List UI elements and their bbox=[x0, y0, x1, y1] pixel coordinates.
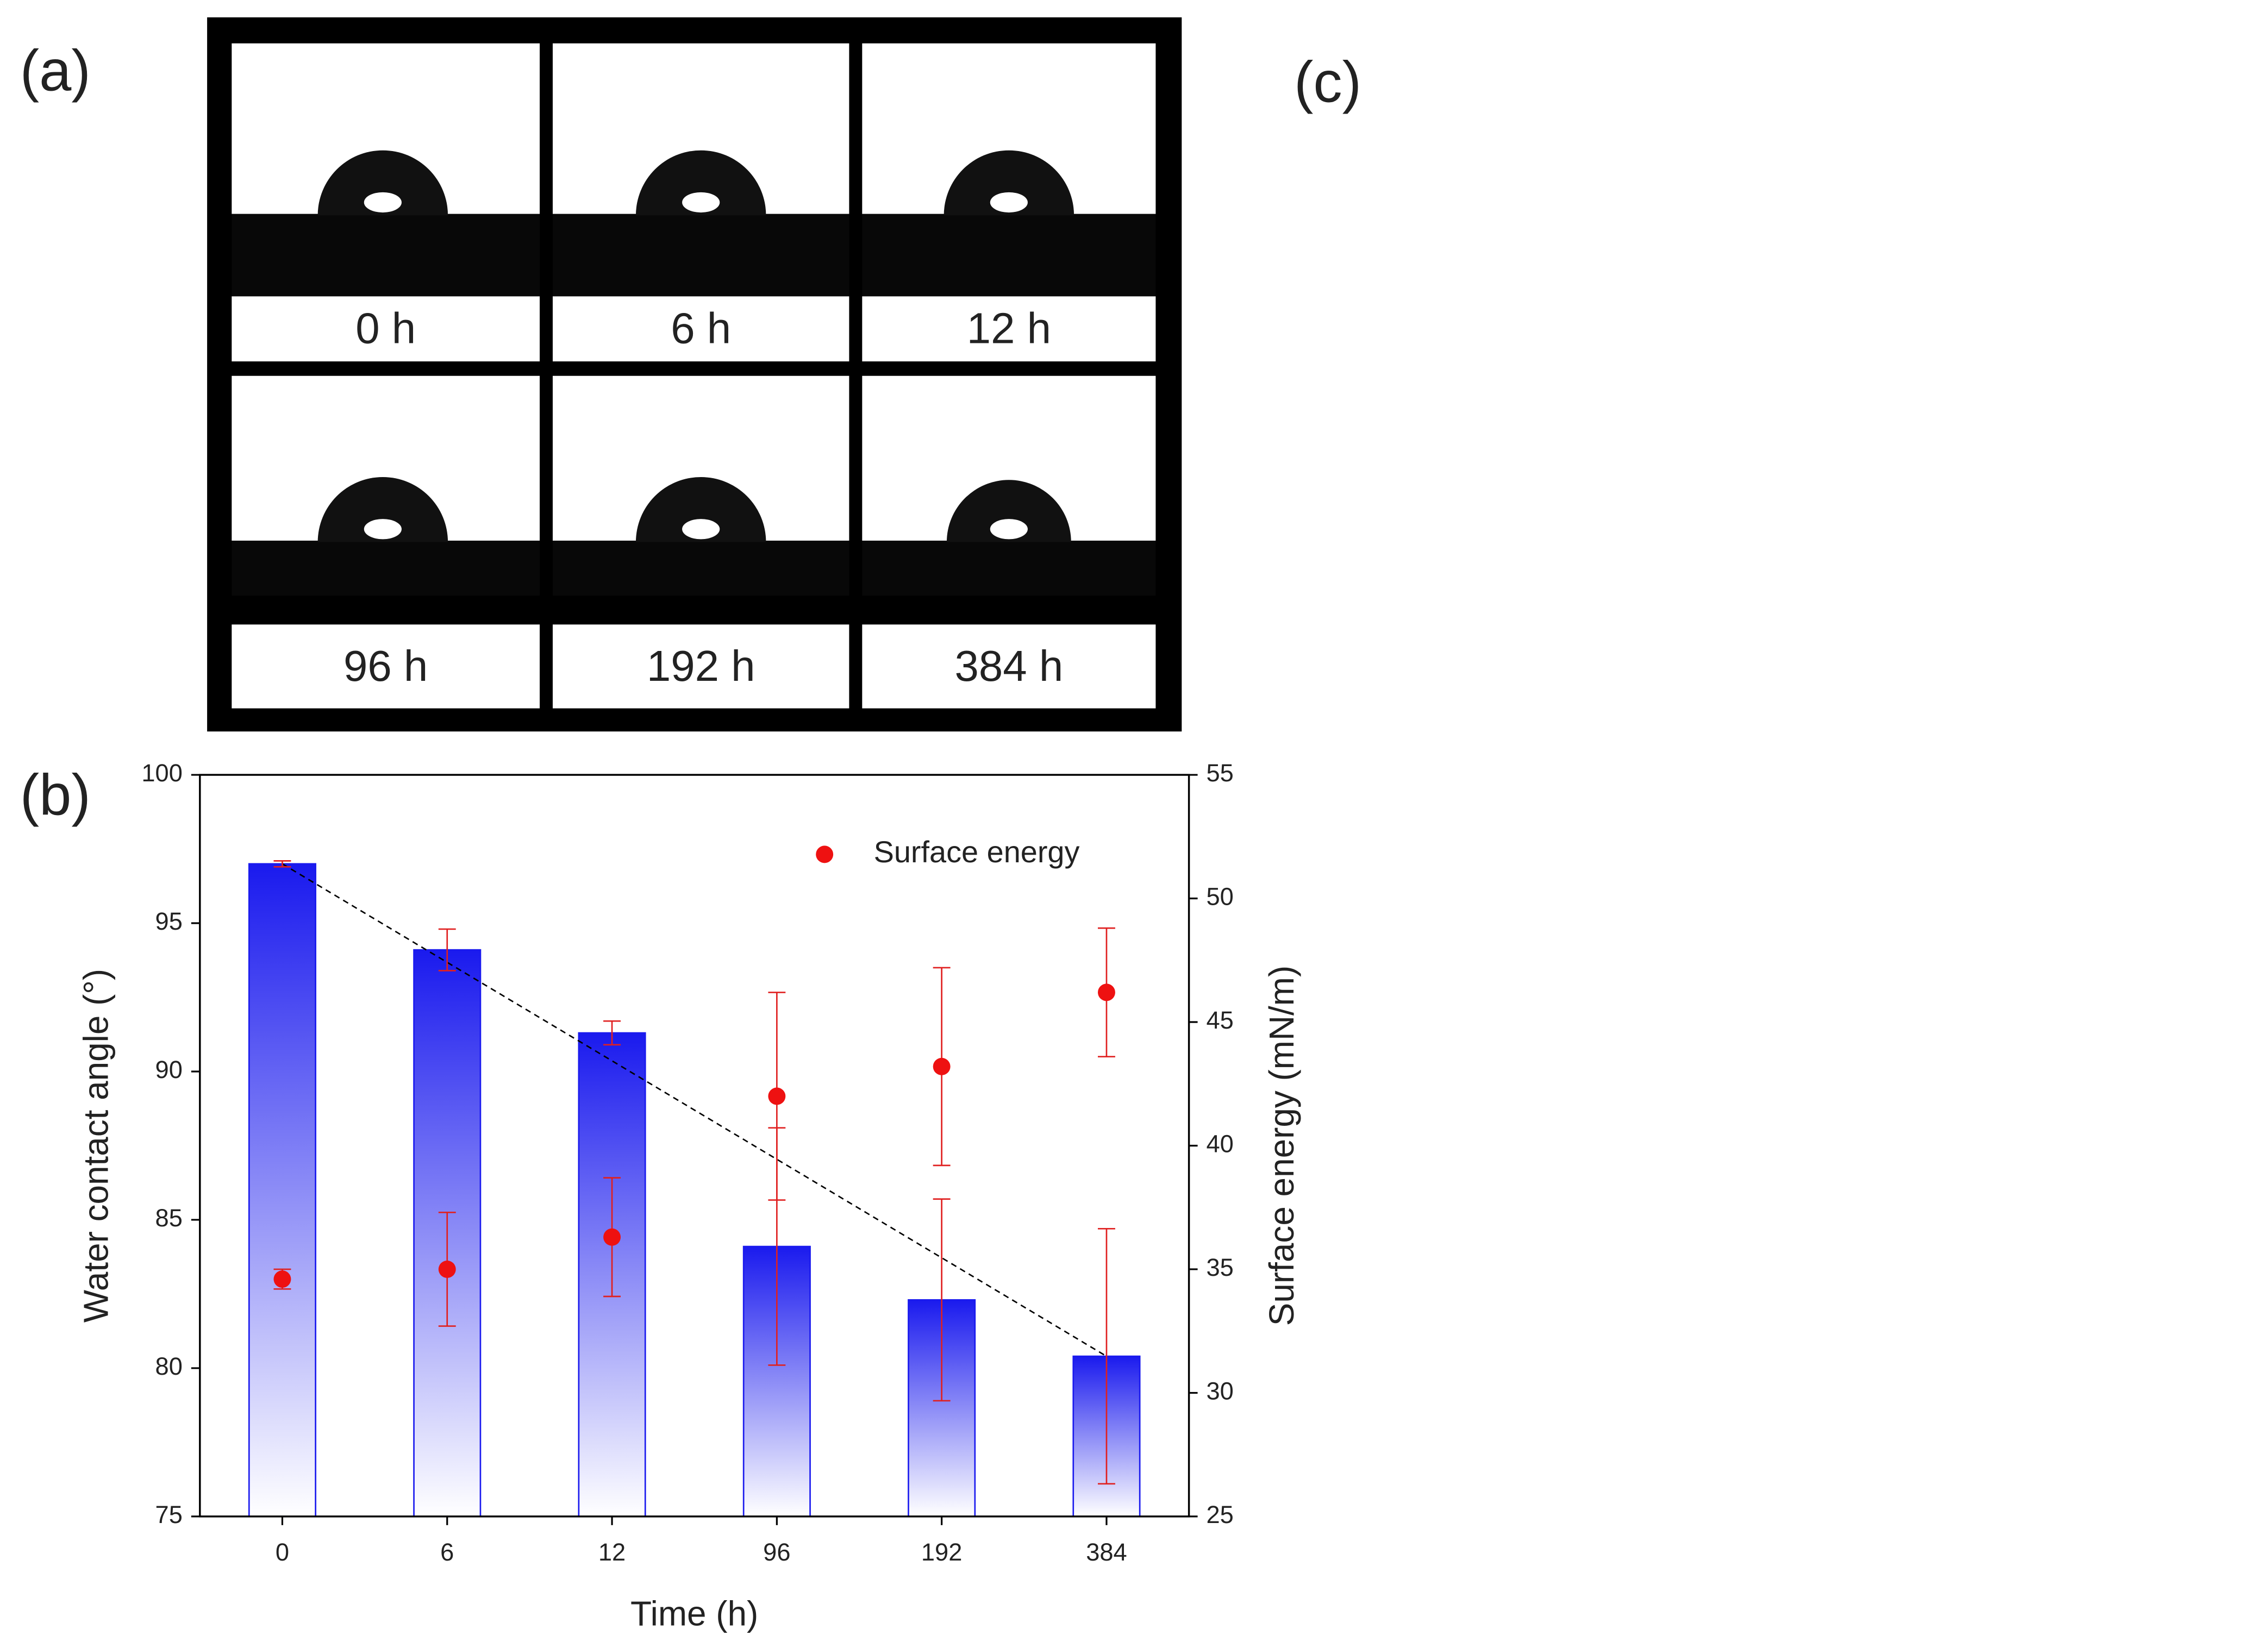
x-tick-label: 0 bbox=[276, 1538, 289, 1566]
caption-box bbox=[232, 296, 540, 362]
photo-caption: 6 h bbox=[671, 304, 731, 353]
substrate bbox=[552, 214, 849, 297]
point bbox=[1097, 983, 1115, 1001]
substrate bbox=[232, 214, 540, 297]
droplet-photos: 0 h 6 h 12 h 96 h 192 h 384 h bbox=[232, 43, 1156, 709]
x-tick-label: 192 bbox=[921, 1538, 962, 1566]
droplet bbox=[946, 480, 1071, 542]
y-axis-title: Water contact angle (°) bbox=[76, 969, 115, 1323]
y2-tick-label: 45 bbox=[1207, 1006, 1234, 1034]
y2-tick-label: 25 bbox=[1207, 1501, 1234, 1528]
y-tick-label: 90 bbox=[155, 1056, 183, 1083]
y2-tick-label: 55 bbox=[1207, 759, 1234, 787]
droplet-highlight bbox=[364, 192, 402, 213]
substrate bbox=[232, 541, 540, 596]
y-tick-label: 75 bbox=[155, 1501, 183, 1528]
photo-caption: 96 h bbox=[343, 642, 428, 690]
legend-marker bbox=[816, 845, 834, 863]
caption-box bbox=[862, 296, 1156, 362]
x-tick-label: 384 bbox=[1086, 1538, 1127, 1566]
point bbox=[438, 1260, 456, 1278]
caption-box bbox=[552, 624, 849, 709]
caption-box bbox=[232, 624, 540, 709]
droplet bbox=[635, 477, 766, 542]
substrate bbox=[552, 541, 849, 596]
caption-box bbox=[552, 296, 849, 362]
droplet bbox=[635, 150, 766, 216]
x-tick-label: 12 bbox=[598, 1538, 626, 1566]
point bbox=[603, 1228, 621, 1246]
error-bar bbox=[933, 1198, 951, 1402]
trend-line bbox=[282, 863, 1107, 1357]
y2-tick-label: 50 bbox=[1207, 882, 1234, 910]
y2-tick-label: 35 bbox=[1207, 1254, 1234, 1281]
x-tick-label: 96 bbox=[763, 1538, 790, 1566]
photo-caption: 192 h bbox=[647, 642, 755, 690]
point bbox=[273, 1270, 291, 1288]
substrate bbox=[862, 214, 1156, 297]
photo-caption: 0 h bbox=[355, 304, 416, 353]
panel-label: (a) bbox=[20, 38, 91, 103]
chart: 75 80 85 90 95 100 25 30 35 40 45 50 55 0 6 12 96 192 384 T… bbox=[76, 759, 1301, 1633]
panel-label: (b) bbox=[20, 762, 91, 827]
photo-caption: 384 h bbox=[955, 642, 1064, 690]
x-tick-label: 6 bbox=[440, 1538, 454, 1566]
error-bar bbox=[273, 860, 291, 868]
y-tick-label: 80 bbox=[155, 1352, 183, 1380]
droplet bbox=[317, 150, 448, 216]
droplet-highlight bbox=[364, 519, 402, 540]
legend-label: Surface energy bbox=[874, 835, 1080, 869]
droplet bbox=[317, 477, 448, 542]
error-bar bbox=[603, 1020, 621, 1046]
error-bar bbox=[438, 928, 456, 972]
plot-frame bbox=[199, 774, 1190, 1518]
droplet-highlight bbox=[990, 192, 1028, 213]
y-tick-label: 95 bbox=[155, 907, 183, 935]
y2-tick-label: 30 bbox=[1207, 1377, 1234, 1405]
substrate bbox=[862, 541, 1156, 596]
droplet bbox=[944, 150, 1074, 216]
y2-tick-label: 40 bbox=[1207, 1130, 1234, 1157]
point bbox=[933, 1057, 951, 1075]
droplet-highlight bbox=[990, 519, 1028, 540]
photo-caption: 12 h bbox=[967, 304, 1051, 353]
y2-axis-title: Surface energy (mN/m) bbox=[1262, 966, 1301, 1326]
point bbox=[768, 1087, 786, 1105]
caption-box bbox=[862, 624, 1156, 709]
y-tick-label: 85 bbox=[155, 1204, 183, 1232]
y-tick-label: 100 bbox=[141, 759, 182, 787]
x-axis-title: Time (h) bbox=[630, 1594, 758, 1633]
droplet-highlight bbox=[682, 519, 720, 540]
bar bbox=[248, 863, 316, 1518]
droplet-highlight bbox=[682, 192, 720, 213]
error-bar bbox=[1097, 1228, 1115, 1485]
panel-label: (c) bbox=[1294, 50, 1361, 115]
